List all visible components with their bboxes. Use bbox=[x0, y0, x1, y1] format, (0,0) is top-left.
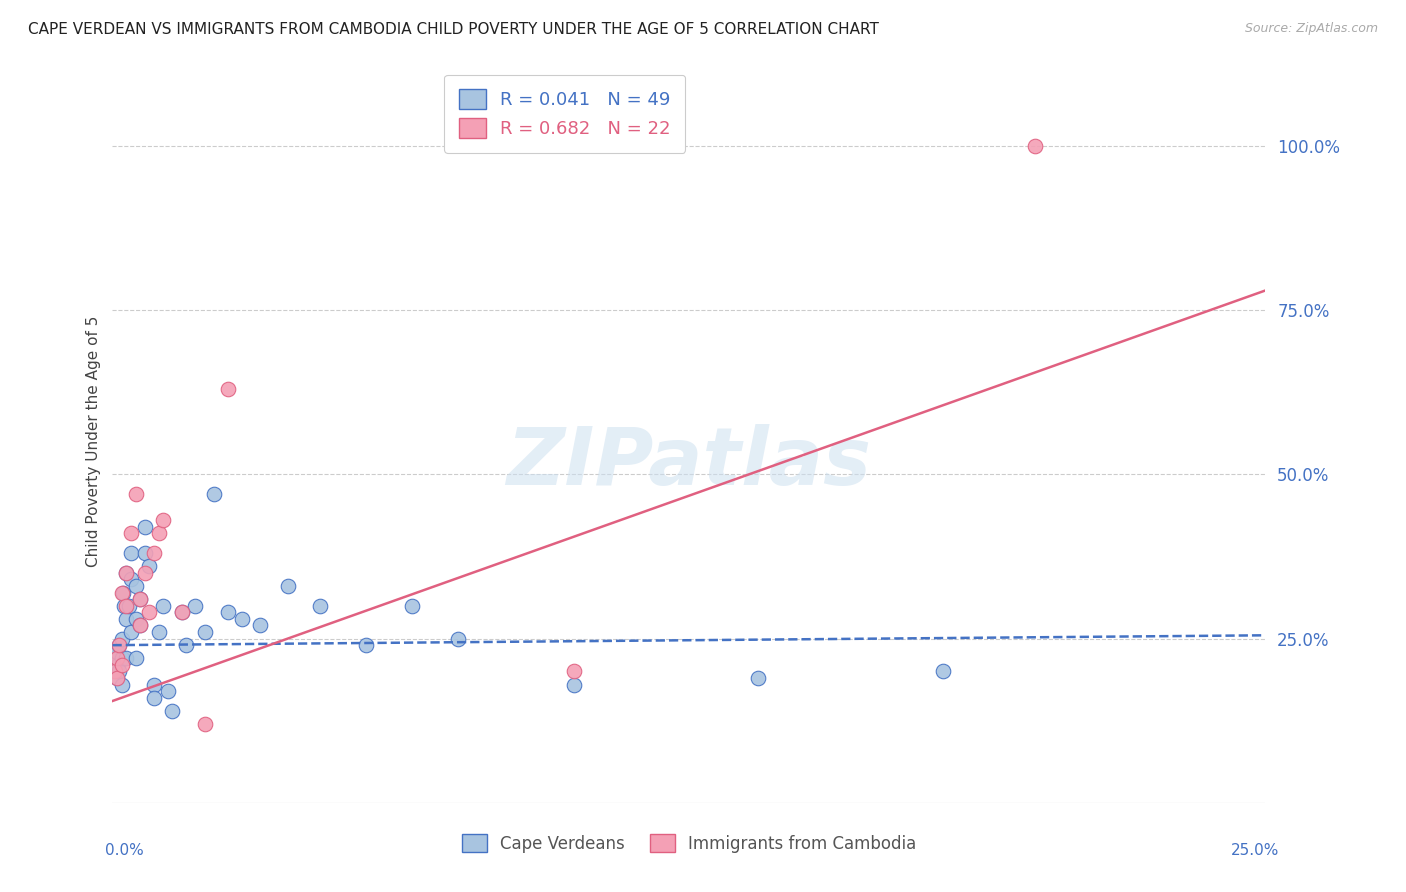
Text: ZIPatlas: ZIPatlas bbox=[506, 425, 872, 502]
Point bbox=[156, 684, 179, 698]
Point bbox=[112, 599, 135, 613]
Point bbox=[217, 605, 239, 619]
Point bbox=[108, 638, 131, 652]
Text: CAPE VERDEAN VS IMMIGRANTS FROM CAMBODIA CHILD POVERTY UNDER THE AGE OF 5 CORREL: CAPE VERDEAN VS IMMIGRANTS FROM CAMBODIA… bbox=[28, 22, 879, 37]
Point bbox=[115, 651, 138, 665]
Point bbox=[148, 625, 170, 640]
Point bbox=[105, 645, 128, 659]
Point bbox=[105, 671, 128, 685]
Point bbox=[134, 546, 156, 560]
Point bbox=[129, 618, 152, 632]
Point bbox=[162, 704, 184, 718]
Point bbox=[111, 677, 134, 691]
Point bbox=[115, 566, 138, 580]
Text: Source: ZipAtlas.com: Source: ZipAtlas.com bbox=[1244, 22, 1378, 36]
Point bbox=[120, 573, 142, 587]
Point bbox=[129, 592, 152, 607]
Point bbox=[138, 559, 160, 574]
Point bbox=[170, 605, 193, 619]
Point bbox=[152, 599, 174, 613]
Point bbox=[120, 526, 142, 541]
Point bbox=[447, 632, 470, 646]
Legend: Cape Verdeans, Immigrants from Cambodia: Cape Verdeans, Immigrants from Cambodia bbox=[456, 828, 922, 860]
Point bbox=[120, 625, 142, 640]
Point bbox=[124, 579, 146, 593]
Point bbox=[170, 605, 193, 619]
Point bbox=[562, 677, 585, 691]
Point bbox=[562, 665, 585, 679]
Point bbox=[111, 585, 134, 599]
Point bbox=[111, 585, 134, 599]
Point bbox=[401, 599, 423, 613]
Point bbox=[105, 671, 128, 685]
Point bbox=[108, 638, 131, 652]
Point bbox=[134, 566, 156, 580]
Point bbox=[115, 612, 138, 626]
Point bbox=[124, 612, 146, 626]
Point bbox=[249, 618, 271, 632]
Point bbox=[108, 665, 131, 679]
Point bbox=[124, 651, 146, 665]
Point bbox=[194, 625, 217, 640]
Point bbox=[1024, 139, 1046, 153]
Point bbox=[747, 671, 769, 685]
Point bbox=[354, 638, 377, 652]
Point bbox=[111, 632, 134, 646]
Point bbox=[184, 599, 207, 613]
Point bbox=[129, 618, 152, 632]
Point bbox=[111, 657, 134, 672]
Point bbox=[105, 665, 128, 679]
Point bbox=[107, 657, 129, 672]
Point bbox=[117, 599, 139, 613]
Point bbox=[143, 677, 166, 691]
Y-axis label: Child Poverty Under the Age of 5: Child Poverty Under the Age of 5 bbox=[86, 316, 101, 567]
Point bbox=[143, 690, 166, 705]
Point bbox=[143, 546, 166, 560]
Point bbox=[104, 651, 127, 665]
Point bbox=[931, 665, 953, 679]
Point bbox=[129, 592, 152, 607]
Text: 25.0%: 25.0% bbox=[1232, 843, 1279, 858]
Point bbox=[138, 605, 160, 619]
Point bbox=[104, 665, 127, 679]
Point bbox=[174, 638, 197, 652]
Point bbox=[202, 487, 225, 501]
Point bbox=[115, 566, 138, 580]
Point bbox=[115, 599, 138, 613]
Point bbox=[194, 717, 217, 731]
Point bbox=[120, 546, 142, 560]
Point bbox=[152, 513, 174, 527]
Point bbox=[134, 520, 156, 534]
Point bbox=[111, 651, 134, 665]
Point bbox=[105, 651, 128, 665]
Point bbox=[124, 487, 146, 501]
Point bbox=[231, 612, 253, 626]
Point bbox=[217, 382, 239, 396]
Point bbox=[277, 579, 299, 593]
Point bbox=[148, 526, 170, 541]
Text: 0.0%: 0.0% bbox=[105, 843, 145, 858]
Point bbox=[309, 599, 332, 613]
